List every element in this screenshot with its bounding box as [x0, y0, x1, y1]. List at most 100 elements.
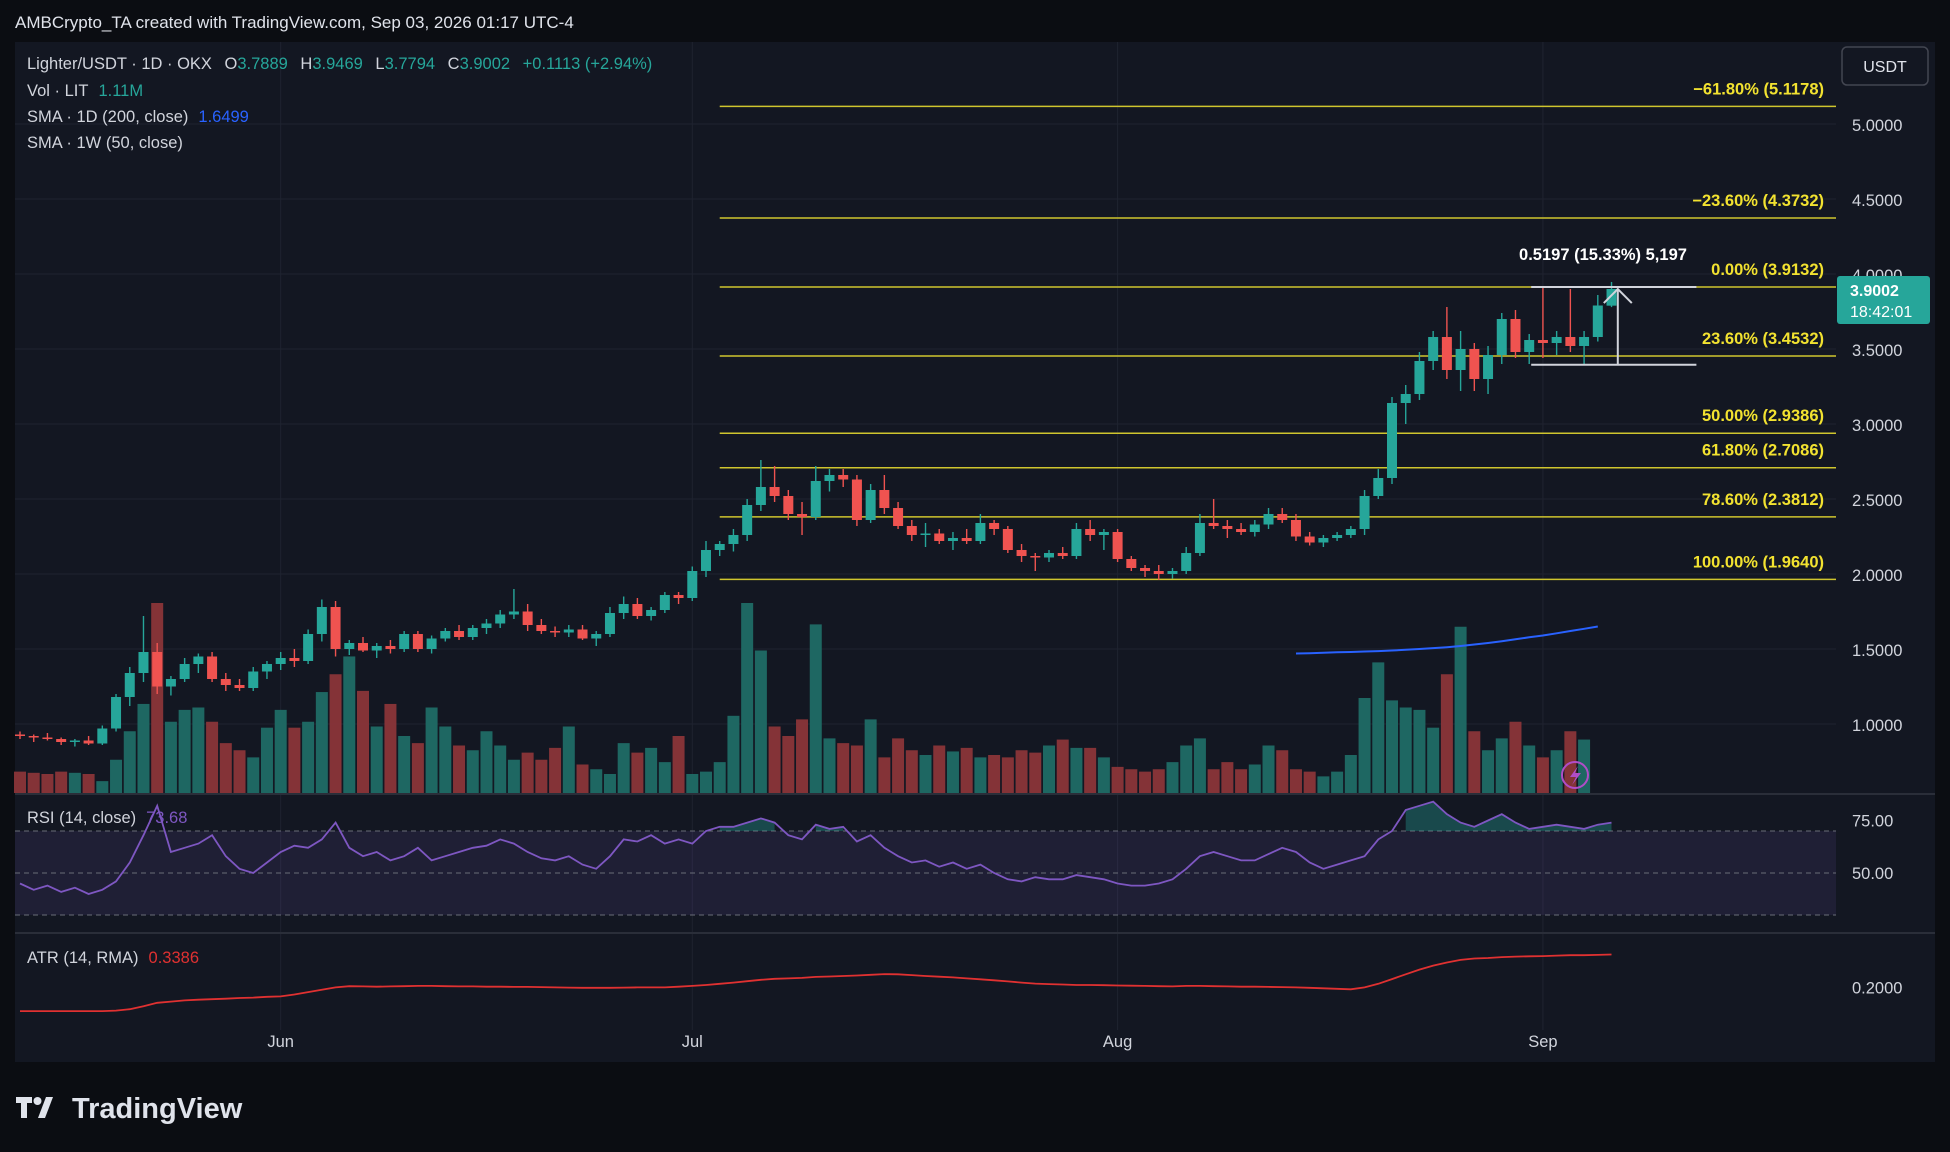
price-tag: 3.9002 18:42:01	[1837, 276, 1930, 324]
volume-bar	[1139, 771, 1152, 793]
fib-level-label: 23.60% (3.4532)	[1702, 330, 1824, 348]
candle-body	[879, 490, 890, 508]
volume-bar	[1331, 771, 1344, 793]
volume-bar	[741, 603, 754, 793]
candle-body	[28, 736, 39, 738]
measure-tool[interactable]: 0.5197 (15.33%) 5,197	[1519, 246, 1697, 366]
currency-label: USDT	[1863, 59, 1907, 76]
candle-body	[344, 643, 355, 649]
rsi-overbought-fill	[815, 824, 844, 831]
candle-body	[399, 634, 410, 649]
volume-bar	[151, 603, 164, 793]
candle-body	[467, 628, 478, 637]
candle-body	[316, 607, 327, 634]
volume-bar	[1166, 762, 1179, 793]
volume-bar	[1207, 769, 1220, 793]
volume-bar	[549, 747, 562, 793]
candle-body	[1112, 532, 1123, 559]
volume-bar	[343, 656, 356, 793]
candle-body	[646, 610, 657, 616]
lightning-icon[interactable]	[1561, 761, 1589, 789]
volume-bar	[521, 752, 534, 793]
currency-button[interactable]: USDT	[1841, 46, 1929, 86]
candle-body	[124, 673, 135, 697]
volume-bar	[1454, 626, 1467, 793]
candle-body	[1359, 496, 1370, 529]
volume-bar	[837, 743, 850, 793]
candle-body	[1345, 529, 1356, 535]
candle-body	[961, 538, 972, 541]
candle-body	[687, 571, 698, 598]
candle-body	[824, 475, 835, 481]
legend-sma200: SMA · 1D (200, close) 1.6499	[27, 108, 249, 126]
volume-bar	[1015, 750, 1028, 793]
volume-bar	[507, 759, 520, 793]
volume-bar	[933, 745, 946, 793]
volume-bar	[1482, 750, 1495, 793]
volume-bar	[1276, 750, 1289, 793]
volume-bar	[494, 745, 507, 793]
volume-bar	[1523, 745, 1536, 793]
volume-bar	[1262, 745, 1275, 793]
volume-bar	[82, 774, 95, 793]
candle-body	[1153, 571, 1164, 574]
volume-bar	[398, 736, 411, 793]
candle-body	[385, 646, 396, 649]
atr-legend: ATR (14, RMA) 0.3386	[27, 949, 199, 967]
candle-body	[426, 638, 437, 649]
volume-bar	[370, 726, 383, 793]
candle-body	[330, 607, 341, 649]
candle-body	[1277, 514, 1288, 520]
candle-body	[371, 646, 382, 651]
candle-body	[1085, 529, 1096, 535]
candle-body	[1373, 478, 1384, 496]
volume-bar	[466, 750, 479, 793]
candle-body	[947, 538, 958, 541]
volume-bar	[1440, 674, 1453, 793]
volume-bar	[178, 709, 191, 793]
candle-body	[1044, 553, 1054, 558]
candle-body	[1016, 550, 1027, 556]
candle-body	[220, 679, 231, 685]
fib-level-label: 78.60% (2.3812)	[1702, 491, 1824, 509]
volume-bar	[1372, 662, 1385, 793]
volume-bar	[110, 759, 123, 793]
volume-bar	[905, 750, 918, 793]
volume-bar	[1125, 769, 1138, 793]
candle-body	[755, 487, 766, 505]
branding-text: TradingView	[72, 1093, 243, 1125]
candle-body	[783, 496, 794, 514]
candle-body	[138, 652, 149, 673]
candle-body	[1002, 529, 1013, 550]
candle-body	[1387, 403, 1397, 478]
volume-bar	[1468, 731, 1481, 793]
volume-bar	[892, 738, 905, 793]
volume-bar	[645, 747, 658, 793]
volume-bar	[315, 692, 328, 793]
volume-bar	[1111, 766, 1124, 793]
volume-bar	[384, 703, 397, 793]
candle-body	[1194, 523, 1205, 553]
volume-bar	[658, 762, 671, 793]
fib-level-label: 0.00% (3.9132)	[1711, 261, 1824, 279]
candle-body	[83, 740, 94, 744]
volume-bar	[164, 721, 177, 793]
volume-bar	[700, 771, 712, 793]
volume-bar	[631, 752, 644, 793]
candle-body	[1510, 319, 1521, 352]
candle-body	[522, 611, 533, 625]
candle-body	[1318, 538, 1329, 543]
volume-bar	[1427, 727, 1440, 793]
price-tag-countdown: 18:42:01	[1850, 304, 1912, 321]
volume-bar	[453, 745, 466, 793]
candle-body	[152, 652, 163, 687]
candle-body	[1140, 568, 1151, 571]
candle-body	[851, 479, 862, 520]
candle-body	[1414, 361, 1425, 394]
candle-body	[604, 613, 615, 634]
volume-bar	[233, 750, 246, 793]
volume-bar	[603, 774, 616, 793]
candle-body	[673, 595, 684, 598]
legend-volume: Vol · LIT 1.11M	[27, 82, 143, 100]
